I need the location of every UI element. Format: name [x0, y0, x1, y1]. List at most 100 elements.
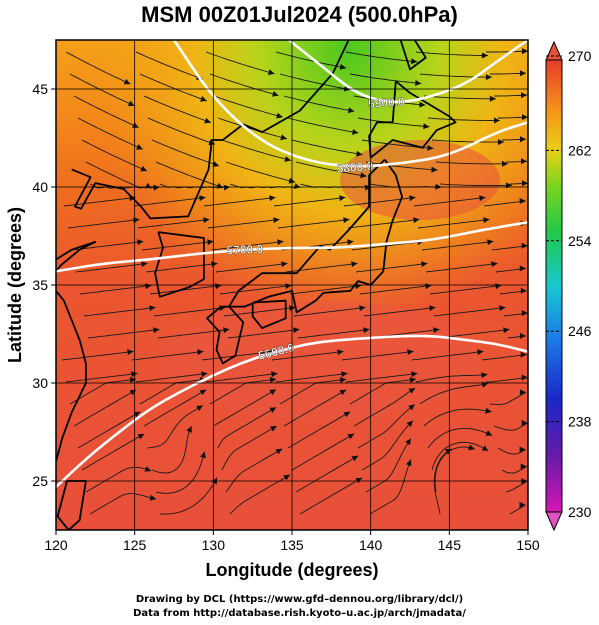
streamline-arrowhead — [483, 217, 490, 224]
streamline — [147, 117, 216, 145]
y-tick-label: 30 — [32, 375, 48, 391]
streamline-arrowhead — [149, 494, 157, 501]
streamline — [434, 446, 475, 493]
streamline-arrowhead — [468, 444, 475, 451]
streamline-arrowhead — [343, 85, 351, 92]
streamline — [481, 354, 527, 361]
x-axis-ticks: 120 125 130 135 140 145 150 — [44, 530, 540, 553]
streamline — [65, 372, 138, 383]
streamline-arrowhead — [519, 332, 526, 339]
streamline — [365, 438, 412, 493]
streamline-arrowhead — [409, 195, 416, 202]
streamline — [215, 262, 288, 273]
streamline — [293, 306, 366, 317]
streamline-arrowhead — [137, 434, 145, 440]
y-tick-label: 45 — [32, 81, 48, 97]
streamline — [415, 51, 488, 56]
streamline — [415, 373, 488, 383]
streamline — [61, 350, 134, 361]
streamline-arrowhead — [359, 305, 366, 312]
streamline — [221, 139, 292, 161]
streamline-arrowhead — [521, 242, 528, 249]
streamline — [295, 161, 367, 177]
streamline — [65, 51, 131, 85]
streamline — [77, 411, 141, 449]
streamline-arrowhead — [223, 184, 230, 191]
streamline — [225, 448, 283, 493]
streamline — [151, 426, 193, 474]
streamline — [287, 117, 359, 134]
streamline-arrowhead — [521, 158, 527, 165]
streamline — [283, 95, 355, 112]
streamline-arrowhead — [481, 445, 489, 451]
x-tick-label: 125 — [123, 537, 147, 553]
streamline-arrowhead — [519, 446, 526, 453]
streamline-arrowhead — [351, 261, 358, 268]
streamline-arrowhead — [491, 261, 498, 268]
streamline-arrowhead — [519, 198, 526, 204]
streamline-arrowhead — [406, 420, 413, 427]
streamline-arrowhead — [339, 195, 346, 202]
streamline — [486, 377, 528, 383]
streamline-arrowhead — [407, 349, 414, 356]
streamline — [277, 218, 350, 229]
streamline-arrowhead — [356, 150, 363, 157]
streamline-arrowhead — [411, 371, 418, 378]
streamline-arrowhead — [270, 426, 277, 432]
streamline-arrowhead — [199, 389, 207, 396]
streamline-arrowhead — [520, 463, 527, 470]
streamline — [139, 73, 207, 102]
streamline-arrowhead — [127, 349, 134, 356]
streamline — [205, 51, 275, 75]
streamline-arrowhead — [339, 377, 347, 383]
streamline — [505, 480, 528, 493]
streamline-arrowhead — [123, 78, 131, 85]
streamline-arrowhead — [284, 156, 291, 162]
streamline-arrowhead — [283, 474, 291, 481]
coastline — [251, 299, 287, 329]
coastline — [71, 168, 124, 210]
height-contour-line — [56, 220, 528, 273]
streamline-arrowhead — [499, 305, 506, 312]
streamline-arrowhead — [153, 184, 160, 191]
streamline — [349, 73, 422, 84]
streamline — [287, 411, 351, 449]
streamline-arrowhead — [415, 80, 422, 86]
streamline-arrowhead — [211, 261, 218, 268]
streamline — [271, 350, 344, 361]
streamline-arrowhead — [132, 122, 139, 128]
streamline-arrowhead — [281, 261, 288, 268]
contour-label: 5700.0 — [226, 242, 264, 258]
streamline — [291, 433, 355, 471]
streamline — [275, 51, 347, 69]
streamline — [79, 284, 152, 295]
streamline-arrowhead — [485, 74, 492, 81]
streamline-arrowhead — [520, 136, 526, 143]
streamline-arrowhead — [337, 349, 344, 356]
credit-data-source: Data from http://database.rish.kyoto–u.a… — [133, 608, 466, 619]
credit-dcl: Drawing by DCL (https://www.gfd–dennou.o… — [135, 594, 464, 605]
streamline-arrowhead — [433, 327, 440, 334]
streamline — [89, 493, 157, 515]
streamline-arrowhead — [272, 91, 279, 97]
y-tick-label: 35 — [32, 277, 48, 293]
streamline — [219, 284, 292, 295]
streamline-arrowhead — [223, 327, 230, 334]
streamline-arrowhead — [137, 239, 144, 246]
streamline — [145, 262, 218, 273]
streamline — [365, 161, 438, 171]
streamline — [75, 262, 148, 273]
map-title: MSM 00Z01Jul2024 (500.0hPa) — [141, 2, 458, 27]
streamline-arrowhead — [421, 261, 428, 268]
streamline-arrowhead — [276, 112, 283, 119]
streamline-arrowhead — [273, 217, 280, 224]
streamline-arrowhead — [419, 101, 426, 108]
streamline — [419, 73, 492, 78]
colorbar-tick-label: 238 — [568, 414, 592, 430]
streamline-arrowhead — [149, 305, 156, 312]
streamline — [349, 378, 417, 405]
streamline-arrowhead — [405, 438, 411, 446]
streamline-arrowhead — [501, 160, 508, 167]
streamline-arrowhead — [520, 351, 527, 358]
streamline — [85, 466, 152, 493]
